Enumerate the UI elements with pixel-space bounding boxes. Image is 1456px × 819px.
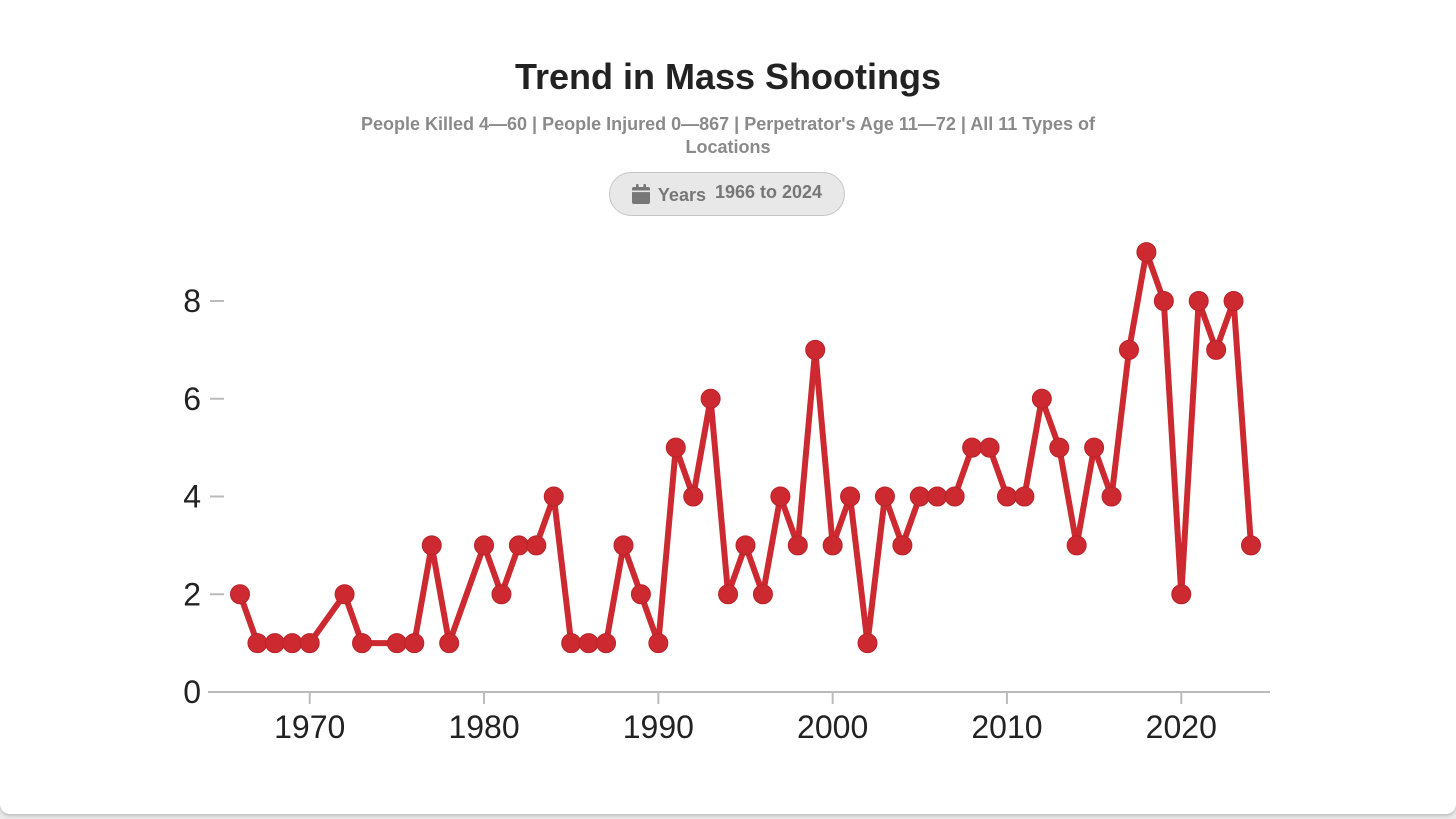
data-point-1977 (421, 535, 442, 556)
chart-title: Trend in Mass Shootings (514, 56, 942, 97)
data-point-1992 (683, 486, 704, 507)
years-filter-value: 1966 to 2024 (714, 182, 823, 202)
data-point-1995 (735, 535, 756, 556)
data-point-2007 (944, 486, 965, 507)
data-point-2009 (979, 437, 1000, 458)
data-point-1994 (718, 584, 739, 605)
x-tick-label: 1990 (623, 709, 694, 745)
data-point-2008 (962, 437, 983, 458)
years-filter-button[interactable]: Years 1966 to 2024 (609, 172, 845, 216)
data-point-2003 (874, 486, 895, 507)
data-point-1966 (230, 584, 250, 605)
x-tick-label: 2010 (971, 709, 1042, 745)
data-point-1968 (264, 633, 285, 654)
data-point-1981 (491, 584, 512, 605)
data-point-2012 (1031, 388, 1052, 409)
data-point-2006 (927, 486, 948, 507)
data-point-1991 (665, 437, 686, 458)
data-point-2022 (1206, 339, 1227, 360)
data-point-1967 (247, 633, 268, 654)
y-tick-label: 4 (183, 479, 201, 515)
data-point-1998 (787, 535, 808, 556)
data-point-1984 (543, 486, 564, 507)
data-point-2023 (1223, 291, 1244, 311)
data-point-1986 (578, 633, 599, 654)
data-point-2004 (892, 535, 913, 556)
data-point-2002 (857, 633, 878, 654)
data-point-2001 (840, 486, 861, 507)
y-tick-label: 0 (183, 674, 201, 710)
data-point-2019 (1153, 291, 1174, 311)
data-point-2016 (1101, 486, 1122, 507)
data-point-2017 (1118, 339, 1139, 360)
data-point-1969 (282, 633, 303, 654)
data-point-1982 (508, 535, 529, 556)
data-point-2021 (1188, 291, 1209, 311)
data-point-2000 (822, 535, 843, 556)
data-point-2018 (1136, 242, 1157, 263)
data-point-1997 (770, 486, 791, 507)
data-point-1970 (299, 633, 320, 654)
data-point-2011 (1014, 486, 1035, 507)
data-point-2014 (1066, 535, 1087, 556)
data-point-1980 (474, 535, 495, 556)
data-point-1993 (700, 388, 721, 409)
data-point-2010 (996, 486, 1017, 507)
x-tick-label: 2000 (797, 709, 868, 745)
data-point-2020 (1171, 584, 1192, 605)
y-tick-label: 2 (183, 576, 201, 612)
data-point-1976 (404, 633, 425, 654)
y-tick-label: 8 (183, 283, 201, 319)
data-point-2024 (1241, 535, 1261, 556)
data-point-1987 (596, 633, 617, 654)
x-tick-label: 1980 (448, 709, 519, 745)
years-filter-label: Years (657, 184, 706, 205)
data-point-1996 (752, 584, 773, 605)
y-tick-label: 6 (183, 381, 201, 417)
series-line (237, 249, 1254, 647)
data-point-1978 (439, 633, 460, 654)
data-point-1989 (630, 584, 651, 605)
data-point-2015 (1084, 437, 1105, 458)
data-point-1985 (561, 633, 582, 654)
data-point-2005 (909, 486, 930, 507)
data-point-1999 (805, 339, 826, 360)
data-point-1973 (352, 633, 373, 654)
x-tick-label: 1970 (274, 709, 345, 745)
data-point-1972 (334, 584, 355, 605)
data-point-1988 (613, 535, 634, 556)
data-point-2013 (1049, 437, 1070, 458)
data-point-1983 (526, 535, 547, 556)
calendar-icon (631, 184, 650, 204)
chart-subtitle: People Killed 4—60 | People Injured 0—86… (361, 114, 1095, 157)
data-point-1975 (386, 633, 407, 654)
x-tick-label: 2020 (1146, 709, 1217, 745)
data-point-1990 (648, 633, 669, 654)
